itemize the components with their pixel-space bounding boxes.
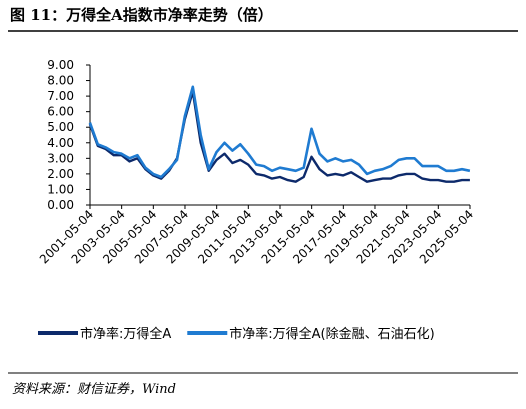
y-tick-label: 7.00 [47,89,74,103]
legend-label: 市净率:万得全A(除金融、石油石化) [229,326,434,342]
y-tick-label: 8.00 [47,74,74,88]
legend-label: 市净率:万得全A [80,326,171,342]
y-tick-label: 0.00 [47,198,74,212]
y-tick-label: 4.00 [47,136,74,150]
y-tick-label: 6.00 [47,105,74,119]
y-tick-label: 5.00 [47,120,74,134]
series-line [88,90,470,183]
series-line [88,85,471,179]
chart-title: 图 11：万得全A指数市净率走势（倍） [10,6,273,24]
y-tick-label: 2.00 [47,167,74,181]
y-tick-label: 1.00 [47,182,74,196]
source: 资料来源：财信证券，Wind [12,382,176,397]
y-tick-label: 9.00 [47,58,74,72]
y-tick-label: 3.00 [47,151,74,165]
